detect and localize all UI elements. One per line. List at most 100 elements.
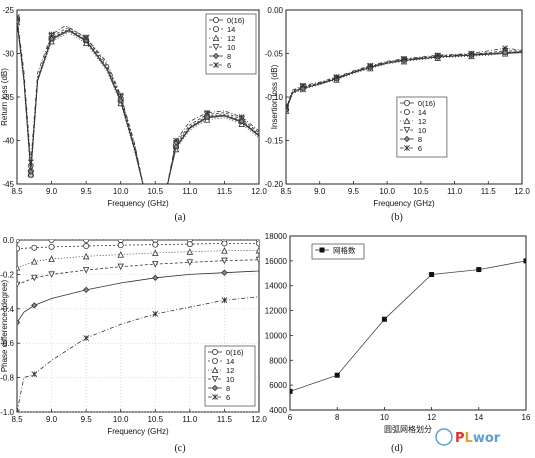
data-point-5	[204, 109, 211, 116]
data-point-1	[152, 241, 159, 248]
legend-marker	[403, 117, 411, 124]
y-axis-label: Phase difference (degree)	[0, 279, 9, 372]
series-line-5	[17, 16, 259, 184]
panel-caption: (b)	[391, 212, 403, 223]
data-point-3	[117, 263, 124, 271]
series-layer	[286, 45, 522, 114]
x-tick-label: 12	[427, 413, 436, 422]
x-tick-label: 11.0	[182, 415, 198, 424]
x-tick-label: 10.0	[379, 187, 395, 196]
legend-marker	[403, 127, 411, 134]
legend-marker	[211, 384, 219, 392]
legend: 网格数	[311, 243, 365, 260]
watermark-letters: P	[455, 431, 465, 446]
x-tick-label: 11.5	[217, 415, 233, 424]
data-point-0	[476, 267, 482, 273]
data-point-5	[367, 62, 374, 69]
legend-entry-label: 8	[226, 384, 230, 393]
series-line-5	[286, 47, 522, 108]
x-axis-label: Frequency (GHz)	[107, 199, 169, 208]
y-tick-label: -0.05	[265, 50, 284, 59]
x-tick-label: 8	[335, 413, 340, 422]
x-tick-label: 9.5	[81, 415, 93, 424]
data-point-5	[434, 52, 441, 59]
data-point-2	[221, 247, 228, 254]
series-layer	[290, 258, 526, 394]
data-point-3	[186, 259, 194, 266]
legend-entry-label: 14	[227, 25, 235, 34]
panel-a: 8.5 9.0 9.5 10.0 10.5 11.0 11.5 12.0 -25 -30 -35 -4…	[0, 6, 267, 223]
data-point-4	[27, 168, 34, 175]
data-point-5	[401, 55, 407, 62]
series-layer	[17, 14, 259, 184]
legend-marker	[403, 135, 411, 143]
legend-entry-label: 6	[226, 393, 230, 402]
data-point-1	[17, 245, 20, 252]
x-axis-label: Frequency (GHz)	[107, 427, 169, 436]
plot-frame	[289, 235, 527, 411]
x-tick-label: 10.0	[113, 187, 129, 196]
data-point-0	[17, 240, 20, 243]
y-tick-label: 14000	[265, 282, 288, 291]
legend-entry-label: 12	[226, 366, 234, 375]
y-tick-label: -30	[2, 50, 14, 59]
data-point-5	[48, 31, 55, 38]
x-tick-label: 12.0	[251, 415, 267, 424]
legend-entry-label: 6	[418, 144, 422, 153]
data-point-5	[27, 159, 34, 166]
legend-entry-label: 14	[418, 108, 426, 117]
data-point-5	[17, 14, 20, 20]
panel-c: 8.5 9.0 9.5 10.0 10.5 11.0 11.5 12.0 0.0 -0.2 -0.4…	[0, 236, 267, 454]
panel-d: 6 8 10 12 14 16 18000 16000 14000 12000 10000 8000 6…	[265, 232, 531, 454]
legend-entry-label: 0(16)	[227, 16, 245, 25]
data-point-4	[31, 302, 38, 309]
x-tick-label: 12.0	[514, 187, 530, 196]
data-point-4	[203, 113, 211, 121]
data-point-0	[523, 258, 526, 264]
data-point-2	[31, 258, 38, 265]
data-point-5	[468, 50, 475, 57]
x-tick-label: 6	[288, 413, 293, 422]
data-point-1	[186, 241, 193, 248]
series-line-5	[17, 296, 259, 412]
data-point-3	[17, 281, 21, 289]
y-tick-label: -0.20	[265, 180, 284, 189]
series-line-3	[286, 50, 522, 109]
data-point-5	[83, 335, 90, 341]
legend-marker	[211, 357, 218, 364]
y-tick-label: 18000	[265, 232, 288, 241]
data-point-5	[117, 92, 124, 99]
y-tick-label: -0.2	[0, 270, 14, 279]
data-point-1	[48, 243, 55, 250]
data-point-0	[381, 316, 387, 322]
x-tick-label: 11.5	[481, 187, 497, 196]
data-point-0	[429, 272, 435, 278]
data-point-3	[255, 256, 259, 264]
data-point-5	[502, 45, 509, 52]
data-point-2	[48, 255, 55, 262]
data-point-5	[221, 297, 228, 304]
watermark-letters: wor	[473, 431, 501, 446]
x-tick-label: 8.5	[11, 415, 23, 424]
data-point-2	[117, 251, 124, 258]
data-point-3	[152, 261, 159, 268]
data-point-4	[82, 286, 90, 294]
data-point-5	[152, 311, 159, 317]
x-tick-label: 10.5	[413, 187, 429, 196]
x-tick-label: 10.0	[113, 415, 129, 424]
legend-marker	[212, 394, 218, 400]
watermark-ring-icon	[435, 428, 453, 446]
data-point-1	[117, 242, 124, 249]
data-point-2	[17, 264, 21, 271]
x-tick-label: 11.5	[217, 187, 233, 196]
y-tick-label: 12000	[265, 307, 288, 316]
watermark-letters: L	[465, 431, 473, 446]
x-tick-label: 9.0	[314, 187, 326, 196]
series-layer	[17, 240, 259, 412]
legend-entry-label: 6	[227, 61, 231, 70]
x-axis-label: Frequency (GHz)	[373, 199, 435, 208]
panel-caption: (d)	[391, 443, 403, 454]
x-axis-label: 圆弧网格划分	[384, 424, 432, 434]
data-point-5	[238, 114, 245, 120]
data-point-4	[152, 274, 159, 282]
